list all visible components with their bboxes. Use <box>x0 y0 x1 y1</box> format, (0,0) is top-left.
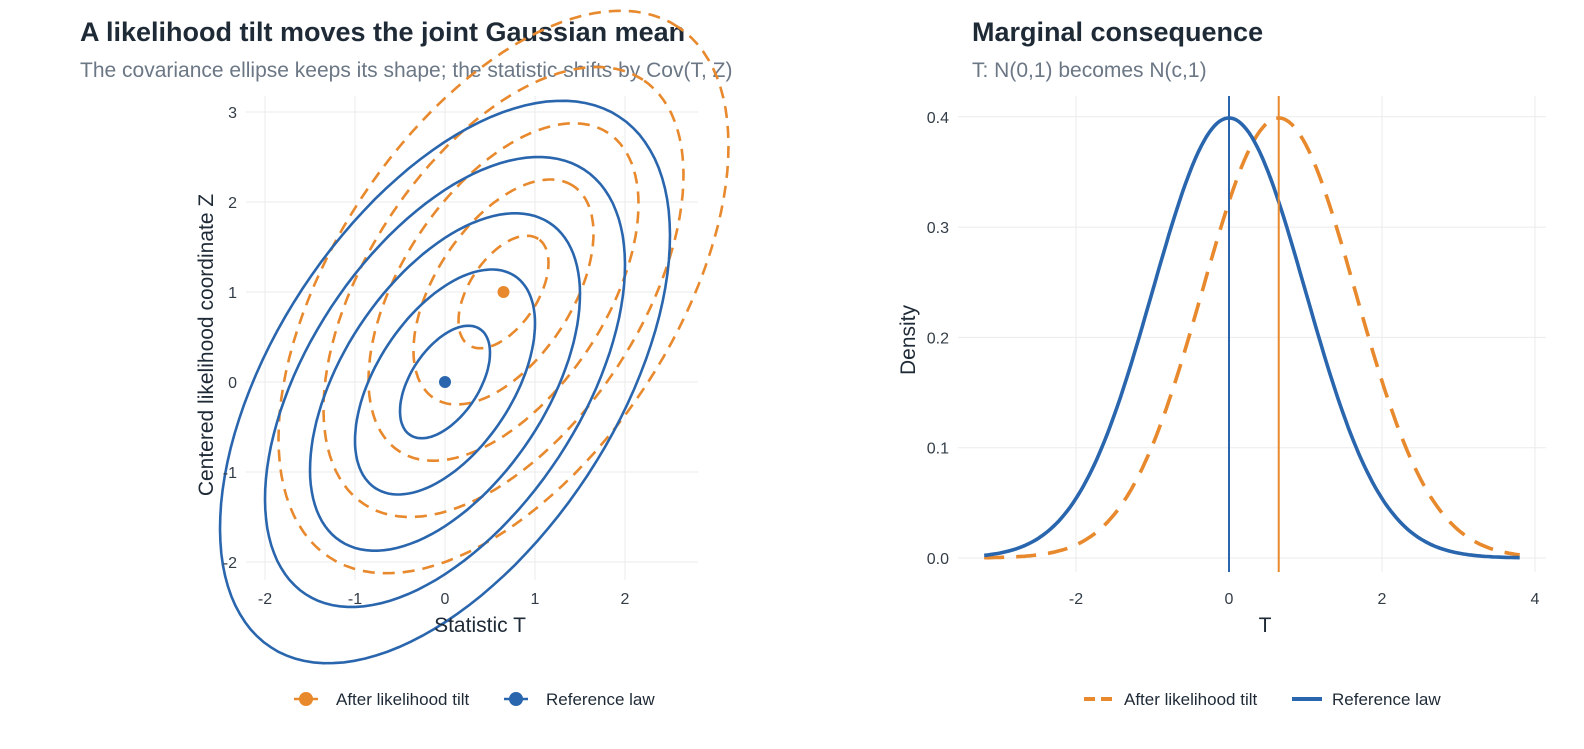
left-legend-reference-key-point <box>509 692 523 706</box>
reference-contour-line <box>398 324 492 440</box>
left-y-axis-title: Centered likelihood coordinate Z <box>195 194 218 497</box>
right-y-axis-title: Density <box>897 304 920 375</box>
contour-lines <box>218 9 730 665</box>
reference-contour-line <box>308 212 582 552</box>
right-legend-reference-label: Reference law <box>1332 690 1441 709</box>
left-y-tick-label: 0 <box>228 375 237 392</box>
right-legend-tilt-label: After likelihood tilt <box>1124 690 1258 709</box>
right-y-tick-label: 0.4 <box>927 110 949 127</box>
tilt-contour-line <box>457 234 550 350</box>
left-y-tick-label: -2 <box>223 555 237 572</box>
left-x-tick-label: -2 <box>258 591 272 608</box>
left-y-tick-label: 1 <box>228 285 237 302</box>
right-gridlines <box>958 96 1546 572</box>
right-x-tick-label: 2 <box>1378 591 1387 608</box>
left-x-tick-label: -1 <box>348 591 362 608</box>
right-y-tick-label: 0.0 <box>927 551 949 568</box>
left-chart-title: A likelihood tilt moves the joint Gaussi… <box>80 17 686 47</box>
right-x-axis-title: T <box>1259 614 1272 637</box>
mean-points <box>439 286 510 388</box>
reference-density-curve <box>984 116 1520 560</box>
left-x-tick-label: 0 <box>441 591 450 608</box>
right-x-tick-label: -2 <box>1069 591 1083 608</box>
contour-panel: -2 -1 0 1 2 -2 -1 0 1 2 3 Statistic T Centered li… <box>195 9 730 709</box>
density-panel: -2 0 2 4 0.0 0.1 0.2 0.3 0.4 T Density After li… <box>897 96 1546 709</box>
tilt-mean-point <box>497 286 510 298</box>
left-x-tick-label: 2 <box>621 591 630 608</box>
right-x-tick-label: 0 <box>1225 591 1234 608</box>
right-x-tick-label: 4 <box>1531 591 1540 608</box>
right-y-tick-label: 0.1 <box>927 441 949 458</box>
right-chart-title: Marginal consequence <box>972 17 1264 47</box>
right-chart-subtitle: T: N(0,1) becomes N(c,1) <box>972 59 1207 82</box>
right-x-tick-labels: -2 0 2 4 <box>1069 591 1540 608</box>
left-y-tick-label: 3 <box>228 105 237 122</box>
right-y-tick-labels: 0.0 0.1 0.2 0.3 0.4 <box>927 110 949 568</box>
reference-contour-line <box>218 99 672 665</box>
density-curves <box>984 116 1520 560</box>
tilt-contour-line <box>367 122 640 462</box>
left-y-tick-label: -1 <box>223 465 237 482</box>
right-legend: After likelihood tilt Reference law <box>1084 690 1441 709</box>
left-legend-reference-label: Reference law <box>546 690 655 709</box>
right-y-tick-label: 0.2 <box>927 330 949 347</box>
mean-vertical-lines <box>1228 96 1280 572</box>
tilt-contour-line <box>277 9 730 575</box>
left-y-tick-label: 2 <box>228 195 237 212</box>
left-legend-tilt-label: After likelihood tilt <box>336 690 470 709</box>
reference-mean-point <box>439 376 451 388</box>
tilt-density-curve <box>984 116 1520 560</box>
left-x-tick-label: 1 <box>531 591 540 608</box>
left-chart-subtitle: The covariance ellipse keeps its shape; … <box>80 59 733 82</box>
left-legend: After likelihood tilt Reference law <box>294 690 655 709</box>
reference-contour-line <box>353 268 537 496</box>
right-y-tick-label: 0.3 <box>927 220 949 237</box>
left-x-tick-labels: -2 -1 0 1 2 <box>258 591 630 608</box>
tilt-contour-line <box>322 65 685 519</box>
left-y-tick-labels: -2 -1 0 1 2 3 <box>223 105 237 572</box>
left-x-axis-title: Statistic T <box>434 614 526 637</box>
left-legend-tilt-key-point <box>299 692 313 706</box>
reference-contour-line <box>263 155 627 609</box>
